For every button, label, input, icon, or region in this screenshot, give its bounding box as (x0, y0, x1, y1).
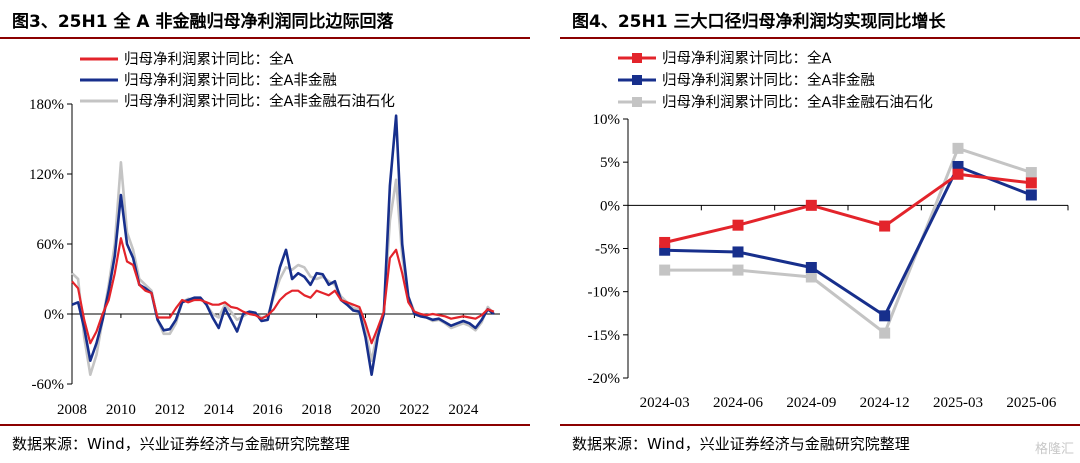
legend-marker (632, 53, 642, 63)
y-tick-label: 5% (600, 155, 620, 171)
legend-label: 归母净利润累计同比：全A非金融石油石化 (662, 93, 933, 111)
watermark-logo: 格隆汇 (1034, 442, 1074, 457)
data-point (1025, 167, 1037, 179)
series-line (71, 114, 495, 377)
y-tick-label: 0% (44, 307, 64, 323)
x-tick-label: 2014 (204, 402, 235, 418)
chart-title: 图4、25H1 三大口径归母净利润均实现同比增长 (572, 12, 946, 32)
data-point (732, 219, 744, 231)
source-note: 数据来源：Wind，兴业证券经济与金融研究院整理 (572, 435, 910, 453)
y-tick-label: -60% (32, 377, 65, 393)
data-point (805, 261, 817, 273)
data-point (952, 160, 964, 172)
legend-label: 归母净利润累计同比：全A (662, 49, 831, 67)
x-tick-label: 2024 (448, 402, 479, 418)
title-rule (560, 37, 1080, 39)
chart-panel-left: 图3、25H1 全 A 非金融归母净利润同比边际回落 -60% 0% 60% 120%… (0, 0, 530, 463)
x-tick-label: 2012 (155, 402, 185, 418)
y-tick-label: -15% (588, 328, 621, 344)
x-tick-label: 2024-12 (860, 395, 910, 411)
x-tick-label: 2025-06 (1006, 395, 1056, 411)
source-note: 数据来源：Wind，兴业证券经济与金融研究院整理 (12, 435, 350, 453)
data-point (732, 246, 744, 258)
y-tick-label: -5% (595, 242, 620, 258)
legend-label: 归母净利润累计同比：全A (124, 50, 293, 68)
data-point (659, 244, 671, 256)
x-tick-label: 2016 (253, 402, 284, 418)
x-tick-label: 2022 (399, 402, 429, 418)
data-point (952, 142, 964, 154)
legend-marker (632, 97, 642, 107)
chart-panel-right: 图4、25H1 三大口径归母净利润均实现同比增长 -20% -15% -10% -5%… (560, 0, 1080, 463)
data-point (659, 264, 671, 276)
line-chart-profit-growth-history: -60% 0% 60% 120% 180% 2008 2010 2012 2014 2016 201… (29, 50, 500, 418)
series-line (664, 146, 1032, 335)
x-tick-label: 2010 (106, 402, 136, 418)
x-tick-label: 2018 (302, 402, 332, 418)
data-point (1025, 177, 1037, 189)
data-point (1025, 189, 1037, 201)
y-tick-label: 10% (593, 112, 621, 128)
x-tick-label: 2024-03 (640, 395, 690, 411)
legend-label: 归母净利润累计同比：全A非金融 (124, 71, 337, 89)
x-tick-label: 2008 (57, 402, 87, 418)
y-tick-label: 120% (29, 167, 64, 183)
y-tick-label: -10% (588, 285, 621, 301)
x-tick-label: 2025-03 (933, 395, 983, 411)
source-rule (560, 424, 1080, 426)
data-point (879, 310, 891, 322)
title-rule (0, 37, 530, 39)
data-point (659, 236, 671, 248)
y-tick-label: 60% (37, 237, 65, 253)
legend-label: 归母净利润累计同比：全A非金融石油石化 (124, 92, 395, 110)
series-line (71, 237, 495, 345)
legend-label: 归母净利润累计同比：全A非金融 (662, 71, 875, 89)
data-point (805, 271, 817, 283)
series-line (664, 172, 1032, 244)
y-tick-label: 0% (600, 198, 620, 214)
data-point (732, 264, 744, 276)
data-point (952, 168, 964, 180)
x-tick-label: 2020 (350, 402, 380, 418)
source-rule (0, 424, 530, 426)
line-chart-quarterly-profit-growth: -20% -15% -10% -5% 0% 5% 10% 2024-03 2024-06 2024… (588, 49, 1069, 411)
series-line (664, 165, 1032, 318)
data-point (879, 327, 891, 339)
x-tick-label: 2024-09 (786, 395, 836, 411)
legend-marker (632, 75, 642, 85)
x-tick-label: 2024-06 (713, 395, 763, 411)
y-tick-label: -20% (588, 371, 621, 387)
data-point (879, 220, 891, 232)
y-tick-label: 180% (29, 97, 64, 113)
data-point (805, 199, 817, 211)
chart-title: 图3、25H1 全 A 非金融归母净利润同比边际回落 (12, 12, 394, 32)
